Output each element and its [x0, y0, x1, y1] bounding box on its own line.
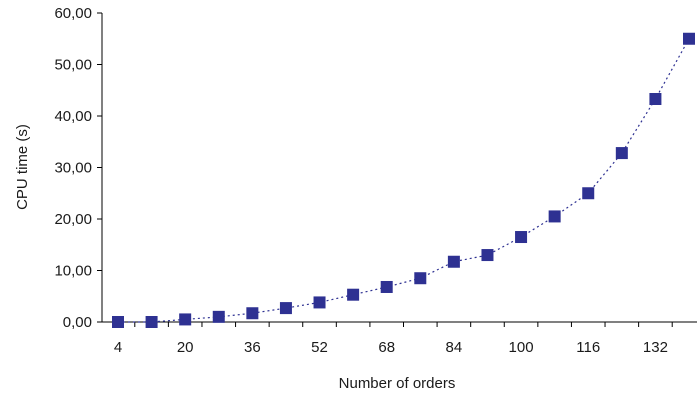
data-point	[683, 32, 695, 45]
data-point	[112, 316, 124, 328]
x-tick-label: 36	[244, 339, 261, 356]
data-point	[548, 210, 561, 223]
series-line	[118, 38, 690, 323]
data-point	[447, 255, 460, 268]
x-tick-label: 68	[378, 339, 395, 356]
y-tick-label: 40,00	[54, 108, 92, 125]
data-point	[347, 288, 360, 301]
x-tick-label: 116	[576, 339, 600, 356]
y-tick-label: 60,00	[54, 5, 92, 22]
y-ticks: 0,00 10,00 20,00 30,00 40,00 50,00 60,00	[54, 5, 102, 331]
data-point	[515, 231, 528, 244]
data-point	[649, 93, 662, 106]
y-tick-label: 20,00	[54, 211, 92, 228]
data-point	[615, 147, 628, 160]
data-point	[380, 280, 393, 293]
y-axis-title: CPU time (s)	[14, 124, 31, 210]
data-point	[212, 310, 225, 323]
data-point	[313, 296, 326, 309]
x-tick-label: 20	[177, 339, 194, 356]
x-tick-label: 132	[643, 339, 668, 356]
data-point	[246, 307, 259, 320]
x-axis-title: Number of orders	[339, 375, 456, 392]
y-tick-label: 30,00	[54, 160, 92, 177]
series	[112, 32, 695, 328]
x-tick-label: 52	[311, 339, 328, 356]
data-point	[414, 272, 427, 285]
y-tick-label: 50,00	[54, 57, 92, 74]
data-point	[279, 302, 292, 315]
y-tick-label: 0,00	[63, 314, 92, 331]
data-point	[179, 313, 192, 326]
data-point	[481, 249, 494, 262]
data-point	[145, 316, 158, 328]
axes	[101, 13, 697, 323]
x-tick-label: 100	[509, 339, 534, 356]
x-tick-label: 84	[446, 339, 463, 356]
x-tick-label: 4	[114, 339, 122, 356]
data-point	[582, 187, 595, 200]
y-tick-label: 10,00	[54, 263, 92, 280]
x-ticks: 4 20 36 52 68 84 100 116 132	[114, 322, 673, 356]
